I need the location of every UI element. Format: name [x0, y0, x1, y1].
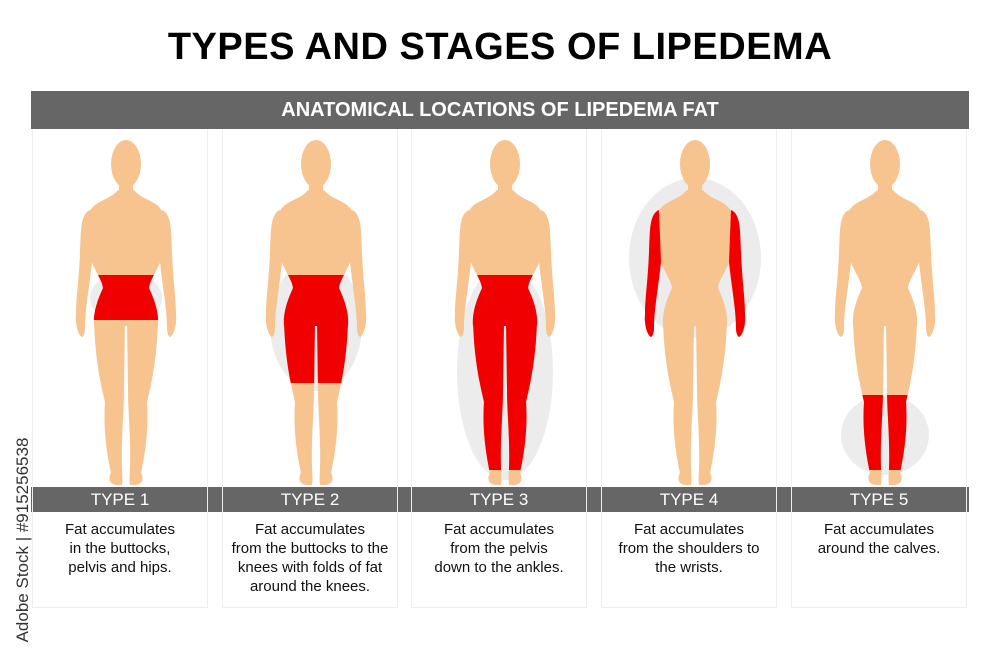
body-part: [75, 210, 92, 337]
body-part: [657, 190, 733, 326]
head: [301, 140, 331, 188]
page-title: TYPES AND STAGES OF LIPEDEMA: [167, 26, 833, 68]
body-part: [919, 210, 936, 337]
description-line: from the pelvis: [450, 540, 548, 557]
description-line: from the buttocks to the: [231, 540, 389, 557]
body-figure: [629, 140, 761, 485]
type-label-bar: [31, 487, 969, 512]
body-part: [160, 210, 177, 337]
type-label: TYPE 4: [659, 490, 719, 509]
description-line: around the knees.: [249, 578, 371, 595]
type-description: Fat accumulates from the pelvis down to th…: [411, 520, 587, 577]
highlight-halo: [841, 395, 929, 475]
type-label: TYPE 3: [469, 490, 529, 509]
head: [680, 140, 710, 188]
body-part: [539, 210, 556, 337]
description-line: down to the ankles.: [434, 559, 564, 576]
type-label: TYPE 5: [849, 490, 909, 509]
type-card: [32, 129, 208, 608]
watermark-text: Adobe Stock | #915256538: [13, 437, 32, 643]
body-part: [94, 320, 125, 485]
description-line: pelvis and hips.: [68, 559, 172, 576]
head: [490, 140, 520, 188]
type-description: Fat accumulates around the calves.: [791, 520, 967, 558]
body-part: [834, 210, 851, 337]
head: [111, 140, 141, 188]
description-line: Fat accumulates: [443, 521, 555, 538]
type-label: TYPE 1: [90, 490, 150, 509]
body-part: [265, 210, 282, 337]
description-line: Fat accumulates: [633, 521, 745, 538]
type-description: Fat accumulates from the shoulders to the …: [601, 520, 777, 577]
type-label: TYPE 2: [280, 490, 340, 509]
description-line: Fat accumulates: [823, 521, 935, 538]
body-part: [663, 320, 694, 485]
body-part: [696, 320, 727, 485]
body-part: [847, 190, 923, 326]
description-line: knees with folds of fat: [237, 559, 383, 576]
type-description: Fat accumulates from the buttocks to the k…: [222, 520, 398, 596]
description-line: around the calves.: [817, 540, 941, 557]
description-line: in the buttocks,: [69, 540, 171, 557]
body-part: [127, 320, 158, 485]
body-figure: [265, 140, 367, 485]
description-line: the wrists.: [655, 559, 723, 576]
description-line: Fat accumulates: [64, 521, 176, 538]
section-banner: ANATOMICAL LOCATIONS OF LIPEDEMA FAT: [31, 91, 969, 129]
body-part: [454, 210, 471, 337]
head: [870, 140, 900, 188]
body-figure: [454, 140, 556, 485]
description-line: Fat accumulates: [254, 521, 366, 538]
description-line: from the shoulders to: [618, 540, 760, 557]
type-card: [601, 129, 777, 608]
type-card: [791, 129, 967, 608]
type-card: [411, 129, 587, 608]
body-figure: [75, 140, 177, 485]
body-part: [350, 210, 367, 337]
body-figure: [834, 140, 936, 485]
type-card: [222, 129, 398, 608]
type-description: Fat accumulates in the buttocks, pelvis an…: [32, 520, 208, 577]
